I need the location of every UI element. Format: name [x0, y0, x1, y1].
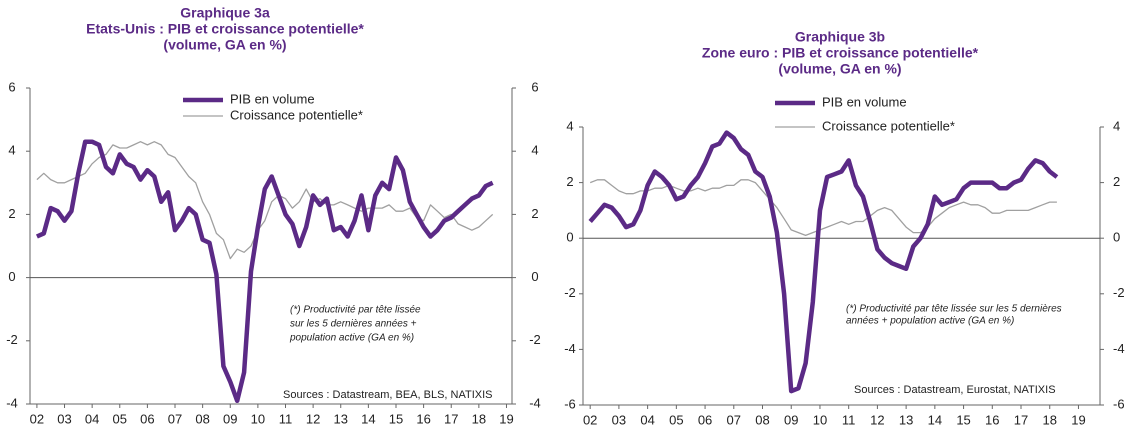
- x-tick-label: 15: [956, 412, 970, 427]
- x-tick-label: 02: [583, 412, 597, 427]
- note: années + population active (GA en %): [846, 316, 1014, 327]
- note: population active (GA en %): [289, 333, 414, 344]
- x-tick-label: 16: [416, 411, 430, 426]
- y2-tick-label: 0: [531, 269, 538, 284]
- x-tick-label: 02: [30, 411, 44, 426]
- y-tick-label: -6: [564, 396, 576, 411]
- x-tick-label: 14: [361, 411, 375, 426]
- y2-tick-label: -2: [529, 332, 541, 347]
- x-tick-label: 13: [899, 412, 913, 427]
- source: Sources : Datastream, Eurostat, NATIXIS: [854, 384, 1056, 396]
- y-tick-label: 4: [8, 143, 15, 158]
- x-tick-label: 08: [195, 411, 209, 426]
- x-tick-label: 03: [612, 412, 626, 427]
- legend-label: PIB en volume: [822, 94, 907, 109]
- note: (*) Productivité par tête lissée: [290, 305, 421, 316]
- y-tick-label: 6: [8, 79, 15, 94]
- y-tick-label: 2: [566, 174, 573, 189]
- x-tick-label: 04: [640, 412, 654, 427]
- y2-tick-label: 6: [531, 79, 538, 94]
- y-tick-label: -4: [6, 395, 18, 410]
- y-tick-label: 2: [8, 206, 15, 221]
- y-tick-label: 0: [566, 230, 573, 245]
- series-line: [35, 139, 494, 404]
- x-tick-label: 06: [698, 412, 712, 427]
- series-line: [588, 130, 1059, 394]
- note: (*) Productivité par tête lissée sur les…: [846, 304, 1062, 315]
- x-tick-label: 18: [472, 411, 486, 426]
- x-tick-label: 11: [279, 411, 293, 426]
- y2-tick-label: 0: [1113, 230, 1120, 245]
- source: Sources : Datastream, BEA, BLS, NATIXIS: [283, 389, 492, 401]
- y2-tick-label: 4: [531, 143, 538, 158]
- x-tick-label: 12: [870, 412, 884, 427]
- y-tick-label: -2: [564, 285, 576, 300]
- x-tick-label: 17: [444, 411, 458, 426]
- legend-label: PIB en volume: [230, 91, 315, 106]
- y2-tick-label: 4: [1113, 118, 1120, 133]
- x-tick-label: 09: [784, 412, 798, 427]
- x-tick-label: 17: [1014, 412, 1028, 427]
- x-tick-label: 03: [57, 411, 71, 426]
- x-tick-label: 07: [727, 412, 741, 427]
- x-tick-label: 06: [140, 411, 154, 426]
- y2-tick-label: -2: [1113, 285, 1125, 300]
- x-tick-label: 16: [985, 412, 999, 427]
- y2-tick-label: -4: [529, 395, 541, 410]
- x-tick-label: 08: [755, 412, 769, 427]
- y-tick-label: -4: [564, 341, 576, 356]
- y-tick-label: 4: [566, 118, 573, 133]
- x-tick-label: 04: [85, 411, 99, 426]
- y-tick-label: -2: [6, 332, 18, 347]
- y-tick-label: 0: [8, 269, 15, 284]
- legend-label: Croissance potentielle*: [822, 118, 955, 133]
- y2-tick-label: -4: [1113, 341, 1125, 356]
- chart-title: Graphique 3b: [795, 29, 885, 45]
- y2-tick-label: 2: [1113, 174, 1120, 189]
- chart-title: Etats-Unis : PIB et croissance potentiel…: [86, 21, 364, 37]
- x-tick-label: 11: [842, 412, 856, 427]
- legend-label: Croissance potentielle*: [230, 107, 363, 122]
- x-tick-label: 12: [306, 411, 320, 426]
- x-tick-label: 10: [251, 411, 265, 426]
- x-tick-label: 19: [1071, 412, 1085, 427]
- chart-title: Graphique 3a: [180, 5, 270, 21]
- x-tick-label: 15: [389, 411, 403, 426]
- y2-tick-label: -6: [1113, 396, 1125, 411]
- x-tick-label: 14: [928, 412, 942, 427]
- x-tick-label: 19: [499, 411, 513, 426]
- chart-title: Zone euro : PIB et croissance potentiell…: [702, 45, 979, 61]
- x-tick-label: 18: [1043, 412, 1057, 427]
- note: sur les 5 dernières années +: [290, 319, 417, 330]
- x-tick-label: 07: [168, 411, 182, 426]
- x-tick-label: 13: [334, 411, 348, 426]
- x-tick-label: 05: [669, 412, 683, 427]
- x-tick-label: 10: [813, 412, 827, 427]
- chart-title: (volume, GA en %): [163, 37, 286, 53]
- y2-tick-label: 2: [531, 206, 538, 221]
- chart-title: (volume, GA en %): [778, 61, 901, 77]
- x-tick-label: 09: [223, 411, 237, 426]
- x-tick-label: 05: [113, 411, 127, 426]
